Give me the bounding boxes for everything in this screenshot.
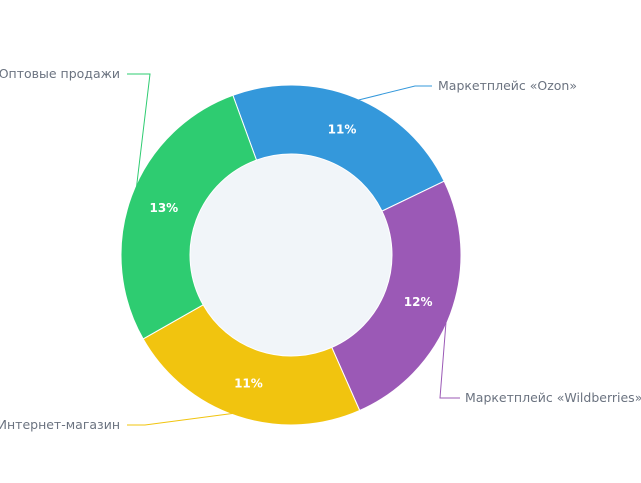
slice-category-label: Маркетплейс «Wildberries» — [465, 390, 641, 405]
leader-line — [353, 85, 432, 102]
labels-group: 11% Маркетплейс «Ozon» 12% Маркетплейс «Wil… — [0, 66, 641, 432]
slice-value-label: 13% — [149, 201, 178, 215]
donut-center — [190, 154, 392, 356]
leader-line — [127, 412, 239, 426]
leader-line — [127, 73, 151, 198]
slice — [232, 84, 445, 212]
slice-value-label: 11% — [234, 377, 263, 391]
slice-value-label: 12% — [404, 295, 433, 309]
slice-value-label: 11% — [328, 122, 357, 136]
slice-category-label: Интернет-магазин — [0, 417, 120, 432]
slices-group — [120, 84, 462, 426]
slice-category-label: Маркетплейс «Ozon» — [438, 78, 577, 93]
slice — [331, 180, 462, 412]
slice — [142, 304, 361, 426]
slice-category-label: Оптовые продажи — [0, 66, 120, 81]
leader-line — [439, 312, 460, 399]
slice — [120, 94, 258, 340]
